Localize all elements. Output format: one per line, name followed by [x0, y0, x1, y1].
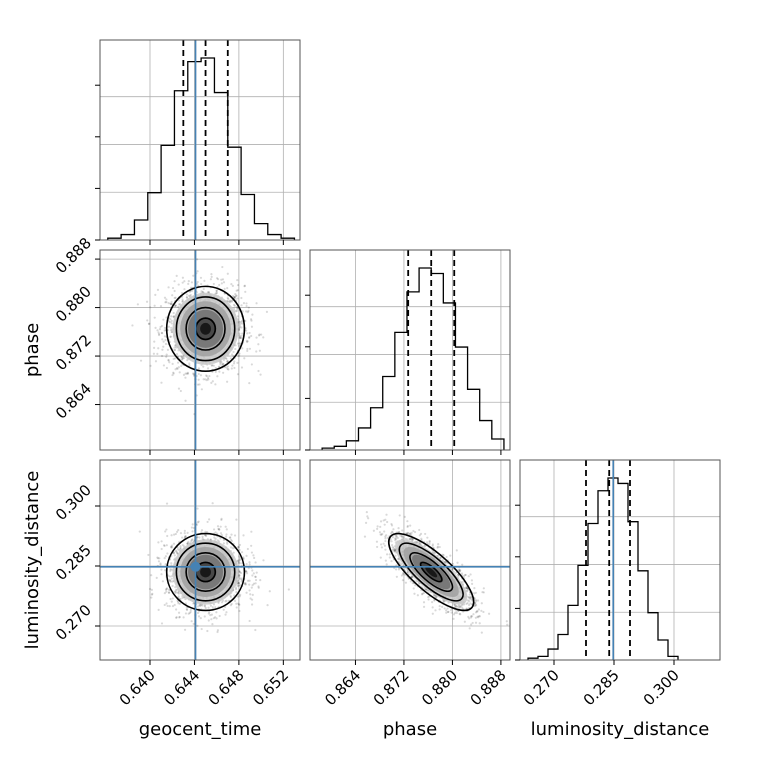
panel-geocent_time-vs-luminosity_distance — [95, 459, 301, 665]
y-tick-label: 0.872 — [52, 331, 95, 374]
x-tick-label: 0.888 — [467, 666, 510, 709]
y-tick-label: 0.888 — [52, 234, 95, 277]
x-axis-label-phase: phase — [383, 719, 437, 740]
panel-frame — [519, 459, 721, 661]
y-tick-label: 0.864 — [52, 379, 95, 422]
x-tick-label: 0.640 — [116, 666, 159, 709]
x-tick-label: 0.648 — [205, 666, 248, 709]
x-tick-label: 0.872 — [370, 666, 413, 709]
x-tick-label: 0.285 — [580, 666, 623, 709]
histogram-geocent_time — [107, 57, 296, 240]
contour-2 — [175, 296, 236, 362]
x-tick-label: 0.644 — [160, 666, 203, 709]
x-tick-label: 0.270 — [520, 666, 563, 709]
x-tick-label: 0.652 — [249, 666, 292, 709]
panel-geocent_time-vs-phase — [95, 249, 301, 455]
density-level-4 — [425, 566, 438, 578]
contour-1 — [409, 552, 454, 593]
panel-phase-vs-luminosity_distance — [309, 459, 511, 665]
panel-luminosity_distance-hist — [515, 459, 721, 665]
y-tick-label: 0.285 — [52, 541, 95, 584]
contour-2 — [398, 542, 464, 602]
histogram-phase — [321, 267, 505, 450]
contour-2 — [175, 542, 236, 602]
panel-frame — [99, 459, 301, 661]
contour-1 — [185, 306, 226, 351]
truth-marker — [190, 561, 201, 572]
y-axis-label-luminosity-distance: luminosity_distance — [22, 471, 43, 650]
panel-frame — [309, 249, 511, 451]
x-axis-label-geocent-time: geocent_time — [139, 719, 262, 740]
x-tick-label: 0.300 — [640, 666, 683, 709]
contour-1 — [185, 551, 226, 592]
contour-0 — [419, 561, 443, 583]
panel-frame — [99, 39, 301, 241]
contour-3 — [387, 532, 475, 612]
x-axis-label-luminosity-distance: luminosity_distance — [531, 719, 710, 740]
y-axis-label-phase: phase — [22, 323, 43, 377]
x-tick-label: 0.880 — [418, 666, 461, 709]
panel-frame — [309, 459, 511, 661]
contour-3 — [165, 285, 246, 373]
contour-3 — [165, 532, 246, 612]
x-tick-label: 0.864 — [321, 666, 364, 709]
histogram-luminosity_distance — [527, 477, 679, 660]
y-tick-label: 0.270 — [52, 601, 95, 644]
panel-frame — [99, 249, 301, 451]
y-tick-label: 0.300 — [52, 481, 95, 524]
density-level-4 — [200, 566, 211, 578]
panel-phase-hist — [305, 249, 511, 455]
density-level-4 — [200, 322, 211, 335]
y-tick-label: 0.880 — [52, 282, 95, 325]
panel-geocent_time-hist — [95, 39, 301, 245]
